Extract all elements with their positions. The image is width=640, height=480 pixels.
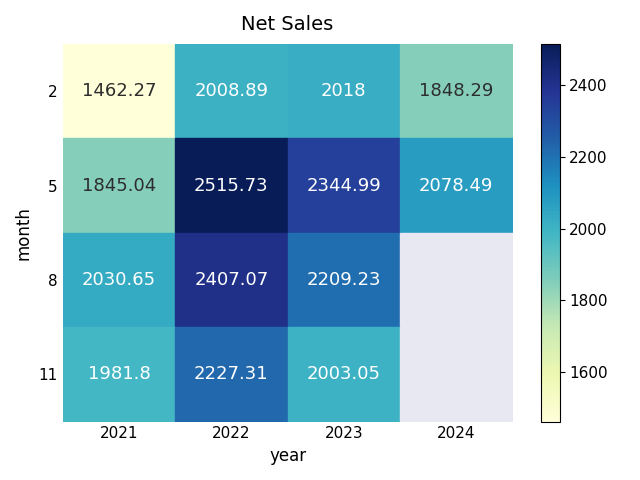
Text: 2227.31: 2227.31 [194,365,269,384]
Text: 2008.89: 2008.89 [195,82,268,100]
Bar [400,138,513,233]
Bar [400,233,513,327]
Bar [400,44,513,138]
Bar [400,327,513,421]
Bar [63,327,175,421]
Text: 2030.65: 2030.65 [82,271,156,289]
Text: 1462.27: 1462.27 [82,82,156,100]
X-axis label: year: year [269,447,306,465]
Bar [287,233,400,327]
Text: 2018: 2018 [321,82,367,100]
Bar [175,138,287,233]
Y-axis label: month: month [15,206,33,260]
Bar [287,138,400,233]
Text: 2209.23: 2209.23 [307,271,381,289]
Bar [175,233,287,327]
Text: 2003.05: 2003.05 [307,365,381,384]
Text: 1848.29: 1848.29 [419,82,493,100]
Bar [287,327,400,421]
Bar [287,44,400,138]
Bar [63,138,175,233]
Text: 2078.49: 2078.49 [419,177,493,194]
Bar [63,233,175,327]
Text: 1981.8: 1981.8 [88,365,150,384]
Bar [175,44,287,138]
Text: 2515.73: 2515.73 [194,177,269,194]
Text: 2407.07: 2407.07 [195,271,269,289]
Title: Net Sales: Net Sales [241,15,333,34]
Text: 2344.99: 2344.99 [307,177,381,194]
Bar [175,327,287,421]
Text: 1845.04: 1845.04 [82,177,156,194]
Bar [63,44,175,138]
